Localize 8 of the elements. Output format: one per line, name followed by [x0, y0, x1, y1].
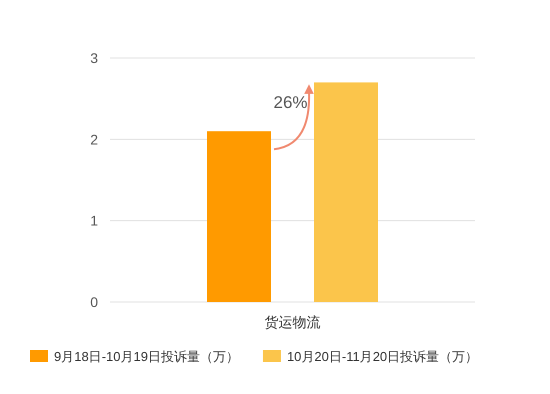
y-tick-label: 1 — [90, 212, 98, 229]
legend-label: 10月20日-11月20日投诉量（万） — [286, 349, 478, 364]
annotation: 26% — [273, 92, 308, 112]
y-tick-label: 2 — [90, 131, 98, 148]
y-tick-label: 0 — [90, 294, 98, 310]
x-tick-label: 货运物流 — [264, 314, 320, 330]
y-tick-label: 3 — [90, 50, 98, 66]
legend-label: 9月18日-10月19日投诉量（万） — [54, 349, 239, 364]
